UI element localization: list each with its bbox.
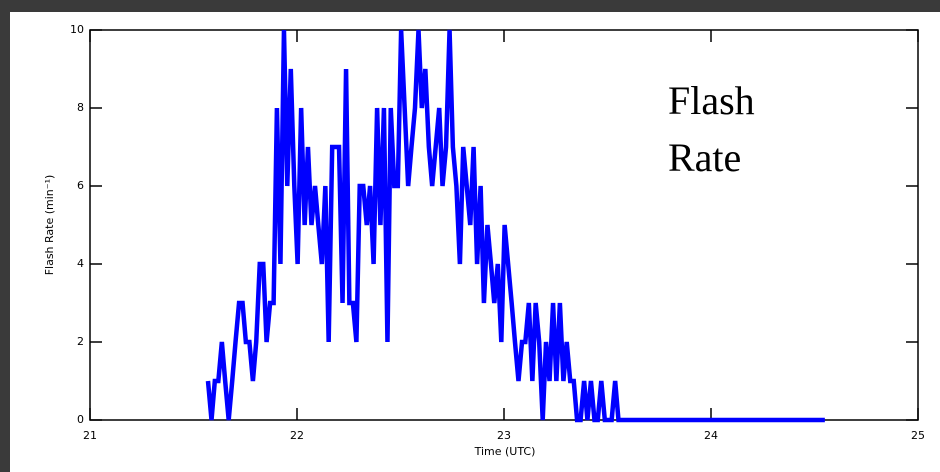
flash-rate-line [205,29,825,423]
annotation: Rate [668,135,741,180]
y-tick-label: 0 [77,413,84,426]
annotation: Flash [668,78,755,123]
y-tick-label: 8 [77,101,84,114]
y-tick-label: 2 [77,335,84,348]
x-tick-label: 22 [290,429,304,442]
x-tick-label: 23 [497,429,511,442]
y-tick-label: 6 [77,179,84,192]
x-tick-label: 21 [83,429,97,442]
x-axis-label: Time (UTC) [474,445,536,458]
y-tick-label: 4 [77,257,84,270]
y-tick-label: 10 [70,23,84,36]
clip-left [0,0,10,472]
clip-top [0,0,940,12]
x-tick-label: 25 [911,429,925,442]
x-tick-label: 24 [704,429,718,442]
y-axis-label: Flash Rate (min⁻¹) [43,175,56,276]
